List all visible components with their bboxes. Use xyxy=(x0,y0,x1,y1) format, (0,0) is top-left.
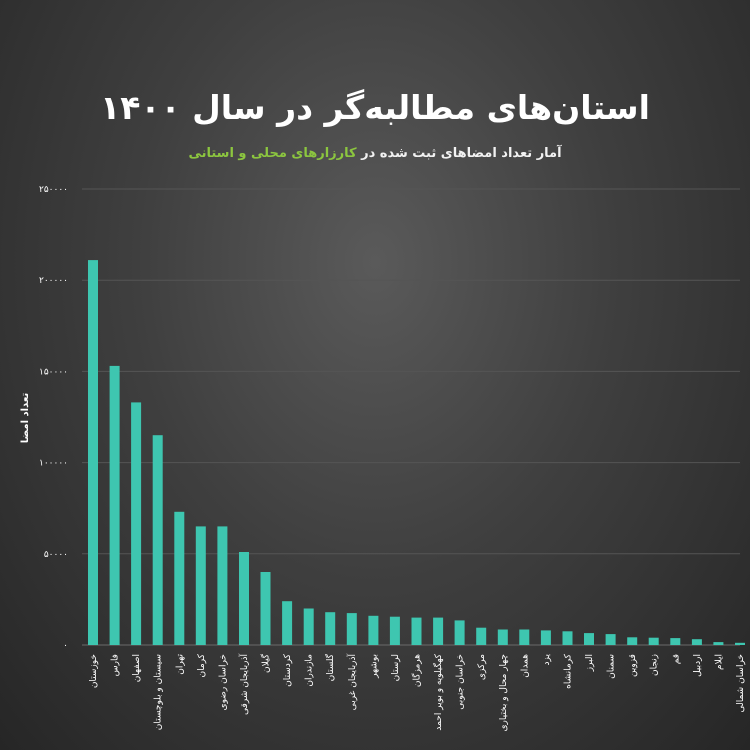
bar xyxy=(605,634,616,645)
x-tick-label: ایلام xyxy=(714,654,724,670)
x-tick-label: خراسان رضوی xyxy=(218,654,228,710)
bar xyxy=(411,617,422,645)
x-axis-labels: خوزستان فارس اصفهان سیستان و بلوچستان تهران ک… xyxy=(89,653,746,731)
bar xyxy=(260,572,271,645)
y-tick-label: ۱۵۰۰۰۰ xyxy=(39,367,68,377)
x-tick-label: کهگیلویه و بویر احمد xyxy=(432,653,444,730)
y-tick-label: ۲۰۰۰۰۰ xyxy=(39,276,68,286)
bar xyxy=(454,620,465,645)
x-tick-label: لرستان xyxy=(391,654,401,681)
x-tick-label: قم xyxy=(671,654,681,664)
x-tick-label: زنجان xyxy=(650,654,660,676)
x-tick-label: خوزستان xyxy=(89,654,99,688)
bar xyxy=(670,638,681,645)
bar xyxy=(303,608,314,645)
x-tick-label: آذربایجان شرقی xyxy=(238,654,250,715)
bar xyxy=(497,629,508,645)
bar xyxy=(476,627,487,645)
bar xyxy=(109,365,120,645)
bar xyxy=(346,613,357,645)
x-tick-label: مازندران xyxy=(305,654,315,687)
bar xyxy=(627,637,638,645)
y-axis-ticks: ۰ ۵۰۰۰۰ ۱۰۰۰۰۰ ۱۵۰۰۰۰ ۲۰۰۰۰۰ ۲۵۰۰۰۰ xyxy=(39,185,68,651)
x-tick-label: گلستان xyxy=(324,653,336,681)
bar xyxy=(282,601,293,645)
x-tick-label: قزوین xyxy=(628,654,638,677)
y-axis-label: تعداد امضا xyxy=(20,393,31,444)
bar xyxy=(368,615,379,645)
x-tick-label: اردبیل xyxy=(693,654,703,677)
y-tick-label: ۵۰۰۰۰ xyxy=(44,550,68,560)
bar xyxy=(735,642,745,645)
x-tick-label: کرمانشاه xyxy=(564,653,574,689)
bar xyxy=(713,642,724,645)
bar xyxy=(88,260,98,645)
bar xyxy=(389,616,400,645)
bar xyxy=(691,639,702,645)
x-tick-label: تهران xyxy=(175,654,185,675)
y-tick-label: ۲۵۰۰۰۰ xyxy=(39,185,68,195)
x-tick-label: سمنان xyxy=(607,654,617,679)
bar xyxy=(131,402,142,645)
x-tick-label: بوشهر xyxy=(369,654,379,679)
x-tick-label: گیلان xyxy=(260,653,272,673)
bar xyxy=(584,633,594,645)
x-tick-label: آذربایجان غربی xyxy=(346,654,358,711)
chart-subtitle: آمار تعداد امضاهای ثبت شده در کارزارهای … xyxy=(0,146,750,161)
subtitle-highlight: کارزارهای محلی و استانی xyxy=(188,146,357,161)
x-tick-label: هرمزگان xyxy=(411,654,423,687)
x-tick-label: خراسان جنوبی xyxy=(456,654,466,710)
x-tick-label: البرز xyxy=(585,654,595,672)
bar xyxy=(540,630,551,645)
bar xyxy=(195,526,206,645)
bar xyxy=(648,637,659,645)
bar xyxy=(433,617,444,645)
bars xyxy=(88,260,745,645)
x-tick-label: کردستان xyxy=(283,653,293,687)
x-tick-label: کرمان xyxy=(197,653,207,677)
x-tick-label: چهار محال و بختیاری xyxy=(499,654,509,732)
x-tick-label: یزد xyxy=(542,654,552,666)
x-tick-label: اصفهان xyxy=(132,654,142,682)
x-tick-label: سیستان و بلوچستان xyxy=(154,654,164,730)
bar xyxy=(519,629,530,645)
y-tick-label: ۰ xyxy=(63,641,68,651)
bar xyxy=(174,511,185,645)
x-tick-label: خراسان شمالی xyxy=(736,654,746,713)
chart-title: استان‌های مطالبه‌گر در سال ۱۴۰۰ xyxy=(100,88,650,127)
x-tick-label: همدان xyxy=(520,654,530,678)
x-tick-label: مرکزی xyxy=(477,654,487,680)
subtitle-prefix: آمار تعداد امضاهای ثبت شده در xyxy=(361,146,562,161)
y-tick-label: ۱۰۰۰۰۰ xyxy=(39,459,68,469)
bar xyxy=(562,631,573,645)
bar xyxy=(325,612,336,645)
bar xyxy=(217,526,228,645)
bar xyxy=(152,435,163,645)
bar xyxy=(239,552,249,645)
x-tick-label: فارس xyxy=(111,654,121,676)
